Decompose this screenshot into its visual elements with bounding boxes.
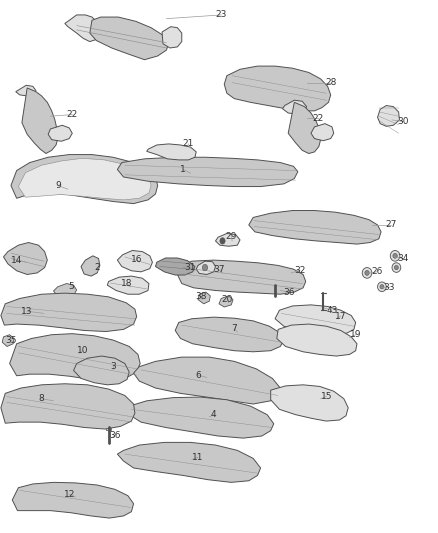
Polygon shape <box>277 324 357 356</box>
Text: 26: 26 <box>371 268 382 276</box>
Polygon shape <box>311 124 334 141</box>
Polygon shape <box>81 256 100 276</box>
Polygon shape <box>53 284 77 297</box>
Text: 1: 1 <box>180 165 186 174</box>
Text: 37: 37 <box>213 265 225 274</box>
Text: 6: 6 <box>195 371 201 379</box>
Polygon shape <box>10 334 140 381</box>
Text: 18: 18 <box>121 279 133 288</box>
Text: 36: 36 <box>109 432 120 440</box>
Polygon shape <box>219 296 233 307</box>
Polygon shape <box>124 397 274 438</box>
Text: 36: 36 <box>283 288 295 296</box>
Polygon shape <box>196 261 215 274</box>
Ellipse shape <box>378 282 386 292</box>
Bar <box>272 285 278 288</box>
Text: 28: 28 <box>325 78 336 87</box>
Text: 4: 4 <box>211 410 216 419</box>
Text: 21: 21 <box>183 140 194 148</box>
Ellipse shape <box>365 271 369 276</box>
Polygon shape <box>134 357 280 404</box>
Text: 14: 14 <box>11 256 22 264</box>
Ellipse shape <box>394 265 399 270</box>
Ellipse shape <box>390 251 400 261</box>
Polygon shape <box>65 15 103 42</box>
Text: 35: 35 <box>5 336 17 344</box>
Text: 30: 30 <box>397 117 409 126</box>
Polygon shape <box>1 293 137 332</box>
Polygon shape <box>4 243 47 274</box>
Text: 11: 11 <box>192 453 204 462</box>
Polygon shape <box>198 292 210 304</box>
Polygon shape <box>249 211 381 244</box>
Polygon shape <box>275 305 356 335</box>
Text: 33: 33 <box>383 283 395 292</box>
Text: 32: 32 <box>294 266 306 274</box>
Polygon shape <box>107 276 149 294</box>
Polygon shape <box>48 125 72 141</box>
Ellipse shape <box>393 253 397 258</box>
Polygon shape <box>117 157 298 187</box>
Text: 19: 19 <box>350 330 361 339</box>
Text: 13: 13 <box>21 307 33 316</box>
Ellipse shape <box>392 263 401 272</box>
Polygon shape <box>12 482 134 518</box>
Text: 31: 31 <box>185 263 196 272</box>
Ellipse shape <box>380 285 384 289</box>
Polygon shape <box>224 66 331 111</box>
Ellipse shape <box>362 268 372 278</box>
Text: 3: 3 <box>110 362 116 370</box>
Polygon shape <box>215 233 240 246</box>
Text: 12: 12 <box>64 490 75 498</box>
Polygon shape <box>117 442 261 482</box>
Circle shape <box>202 264 208 271</box>
Text: 34: 34 <box>397 254 409 263</box>
Polygon shape <box>22 88 58 154</box>
Polygon shape <box>90 17 169 60</box>
Polygon shape <box>11 155 158 204</box>
Text: 7: 7 <box>231 325 237 333</box>
Text: 22: 22 <box>67 110 78 119</box>
Text: 15: 15 <box>321 392 332 401</box>
Polygon shape <box>1 384 135 429</box>
Text: 38: 38 <box>195 292 206 301</box>
Polygon shape <box>117 251 152 272</box>
Text: 29: 29 <box>226 232 237 241</box>
Polygon shape <box>162 27 182 48</box>
Polygon shape <box>288 102 321 154</box>
Text: 17: 17 <box>335 312 346 320</box>
Text: 23: 23 <box>215 11 227 19</box>
Text: 20: 20 <box>221 295 233 304</box>
Polygon shape <box>155 258 195 275</box>
Text: 5: 5 <box>68 282 74 290</box>
Polygon shape <box>147 144 196 160</box>
Polygon shape <box>16 85 36 96</box>
Polygon shape <box>177 260 306 294</box>
Text: 22: 22 <box>312 114 323 123</box>
Polygon shape <box>18 158 151 200</box>
Text: 27: 27 <box>385 221 397 229</box>
Circle shape <box>220 238 225 244</box>
Text: 43: 43 <box>326 306 338 314</box>
Text: 8: 8 <box>39 394 45 403</box>
Polygon shape <box>283 100 307 114</box>
Polygon shape <box>2 335 14 346</box>
Text: 2: 2 <box>95 263 100 272</box>
Text: 10: 10 <box>77 346 88 355</box>
Polygon shape <box>378 106 399 126</box>
Bar <box>106 427 111 430</box>
Polygon shape <box>74 356 129 385</box>
Text: 9: 9 <box>55 181 61 190</box>
Text: 16: 16 <box>131 255 142 264</box>
Polygon shape <box>271 385 348 421</box>
Polygon shape <box>175 317 284 352</box>
